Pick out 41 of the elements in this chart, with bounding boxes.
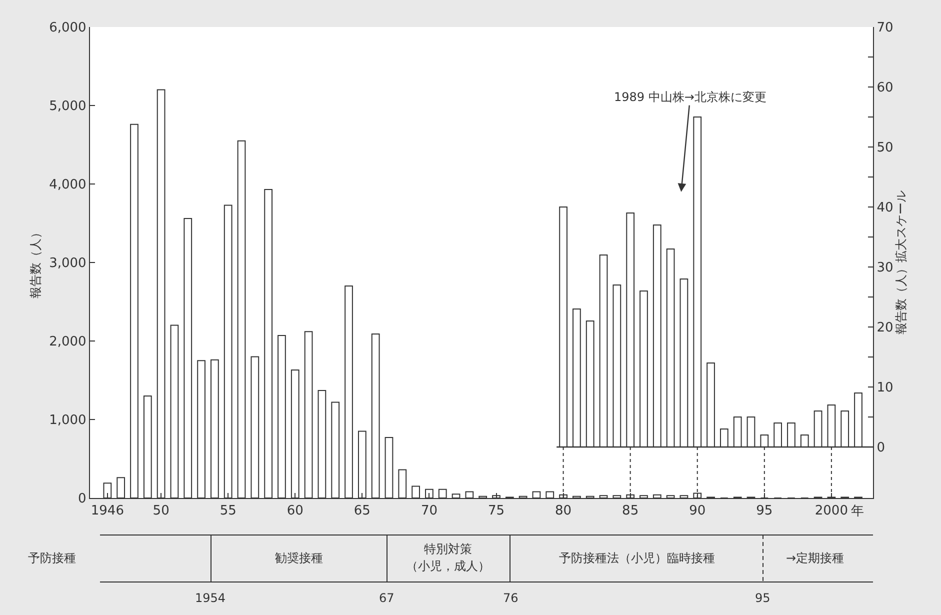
text: 95: [755, 591, 770, 605]
text: （小児，成人）: [406, 559, 490, 573]
y-tick-label: 5,000: [49, 99, 86, 114]
y2-tick-label: 10: [876, 380, 894, 396]
y-tick-label: 1,000: [49, 413, 86, 428]
x-axis-title: 年: [851, 504, 864, 519]
x-tick-label: 50: [152, 504, 170, 519]
x-tick-label: 90: [689, 504, 706, 519]
y2-tick-label: 30: [876, 260, 894, 276]
text: 予防接種: [28, 551, 76, 565]
text: 76: [503, 591, 518, 605]
y2-tick-label: 50: [876, 140, 894, 156]
y2-tick-label: 20: [876, 320, 894, 336]
text: 予防接種法（小児）臨時接種: [559, 551, 715, 565]
text: →定期接種: [786, 551, 844, 565]
y-tick-label: 0: [78, 492, 86, 507]
x-tick-label: 80: [555, 504, 572, 519]
x-tick-label: 55: [220, 504, 236, 519]
x-tick-label: 1946: [90, 504, 124, 519]
text: 特別対策: [424, 542, 472, 556]
x-tick-label: 2000: [814, 504, 848, 519]
x-tick-label: 70: [420, 504, 438, 519]
y-tick-label: 6,000: [49, 20, 86, 36]
annotation: 1989 中山株→北京株に変更: [614, 90, 766, 104]
text: 67: [379, 591, 394, 605]
y-tick-label: 2,000: [49, 334, 86, 350]
x-tick-label: 65: [354, 504, 370, 519]
y-tick-label: 4,000: [49, 178, 86, 193]
y2-tick-label: 70: [876, 20, 894, 36]
y2-tick-label: 0: [876, 440, 885, 456]
y-tick-label: 3,000: [49, 256, 86, 272]
x-tick-label: 85: [622, 504, 639, 519]
y2-tick-label: 40: [876, 200, 894, 216]
x-tick-label: 75: [488, 504, 505, 519]
y-axis-title: 報告数（人）: [28, 226, 42, 298]
x-tick-label: 95: [756, 504, 773, 519]
text: 1954: [195, 591, 226, 605]
text: 勧奨接種: [275, 551, 323, 565]
x-tick-label: 60: [286, 504, 304, 519]
y2-axis-title: 報告数（人）拡大スケール: [894, 190, 908, 334]
y2-tick-label: 60: [876, 80, 894, 96]
